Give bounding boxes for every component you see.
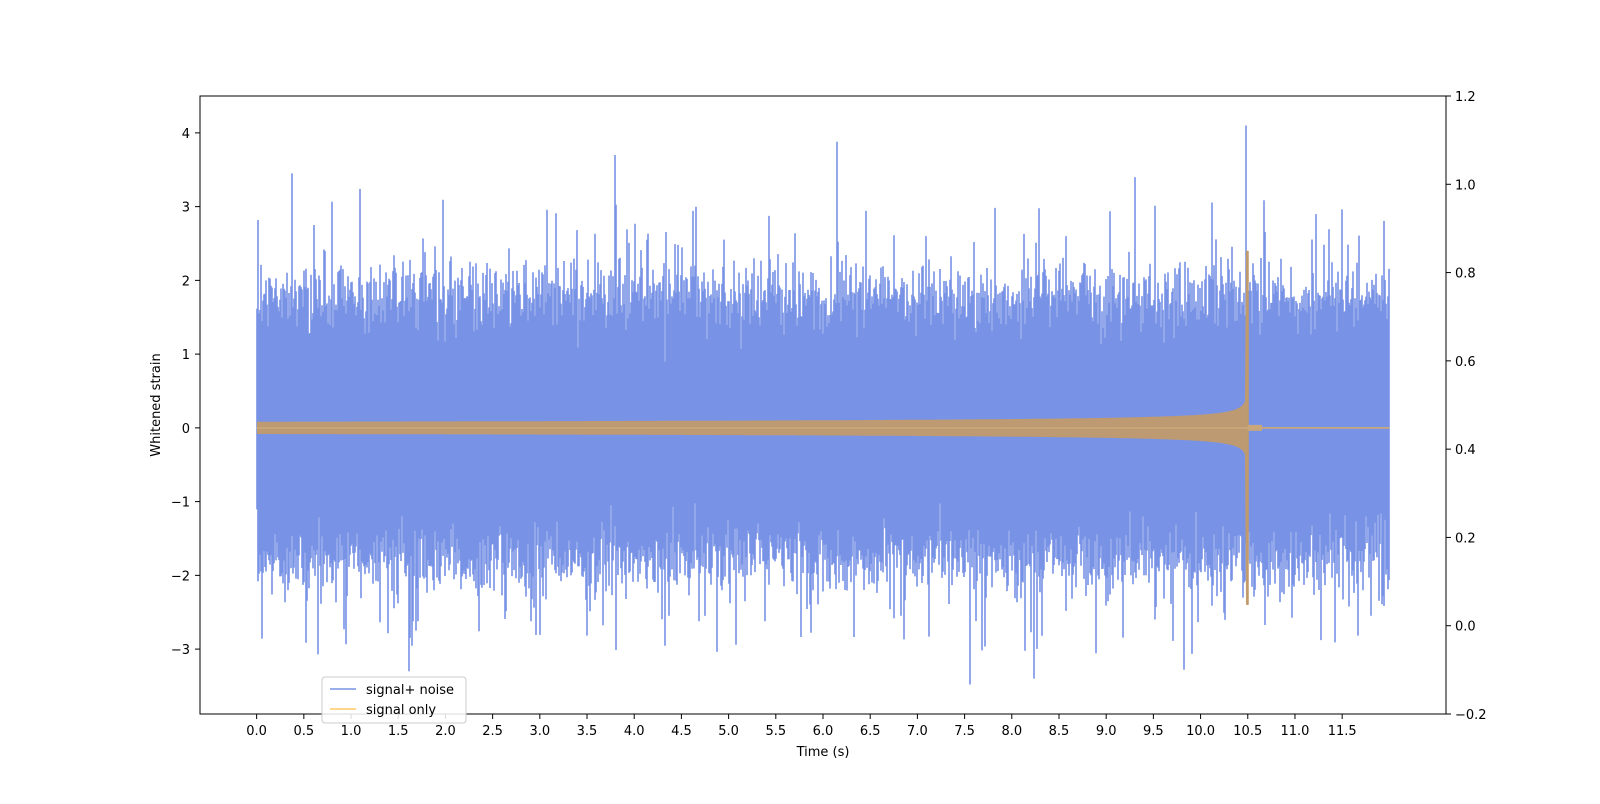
y-right-tick-label: 1.2 [1455, 90, 1476, 105]
x-tick-label: 9.0 [1096, 724, 1117, 739]
y-left-tick-label: −3 [171, 643, 190, 658]
y-right-tick-label: 0.6 [1455, 355, 1476, 370]
y-right-tick-label: 0.2 [1455, 531, 1476, 546]
signal-only-ringdown [1247, 424, 1262, 431]
x-tick-label: 1.5 [388, 724, 409, 739]
x-tick-label: 11.0 [1280, 724, 1309, 739]
x-tick-label: 11.5 [1328, 724, 1357, 739]
x-axis-label: Time (s) [796, 745, 850, 760]
x-tick-label: 1.0 [341, 724, 362, 739]
x-tick-label: 4.0 [624, 724, 645, 739]
legend-box [321, 676, 467, 724]
x-tick-label: 5.0 [718, 724, 739, 739]
x-tick-label: 8.0 [1001, 724, 1022, 739]
y-left-tick-label: 4 [182, 127, 190, 142]
y-right-tick-label: −0.2 [1455, 708, 1487, 723]
x-tick-label: 4.5 [671, 724, 692, 739]
y-right-tick-label: 1.0 [1455, 178, 1476, 193]
x-tick-label: 6.5 [860, 724, 881, 739]
x-tick-label: 8.5 [1049, 724, 1070, 739]
x-axis-ticks: 0.0 0.5 1.0 1.5 2.0 2.5 3.0 3.5 4.0 4.5 5.0 5.5 6.0 6… [246, 714, 1357, 739]
signal-only-series [256, 250, 1390, 605]
legend: signal+ noise signal only [321, 676, 467, 724]
x-tick-label: 2.0 [435, 724, 456, 739]
x-tick-label: 3.5 [577, 724, 598, 739]
y-left-tick-label: 1 [182, 348, 190, 363]
x-tick-label: 6.0 [813, 724, 834, 739]
x-tick-label: 9.5 [1143, 724, 1164, 739]
x-tick-label: 10.0 [1186, 724, 1215, 739]
x-tick-label: 10.5 [1233, 724, 1262, 739]
x-tick-label: 5.5 [765, 724, 786, 739]
y-left-tick-label: −1 [171, 496, 190, 511]
x-tick-label: 2.5 [482, 724, 503, 739]
legend-label-signal-noise: signal+ noise [366, 683, 454, 698]
y-axis-right-ticks: −0.2 0.0 0.2 0.4 0.6 0.8 1.0 1.2 [1446, 90, 1487, 723]
x-tick-label: 7.0 [907, 724, 928, 739]
y-axis-label: Whitened strain [149, 353, 164, 456]
x-tick-label: 3.0 [529, 724, 550, 739]
y-axis-left-ticks: −3 −2 −1 0 1 2 3 4 [171, 127, 200, 658]
x-tick-label: 0.5 [293, 724, 314, 739]
y-right-tick-label: 0.8 [1455, 267, 1476, 282]
x-tick-label: 7.5 [954, 724, 975, 739]
y-left-tick-label: −2 [171, 569, 190, 584]
y-left-tick-label: 3 [182, 201, 190, 216]
y-left-tick-label: 2 [182, 274, 190, 289]
x-tick-label: 0.0 [246, 724, 267, 739]
y-right-tick-label: 0.0 [1455, 620, 1476, 635]
y-left-tick-label: 0 [182, 422, 190, 437]
legend-label-signal-only: signal only [366, 703, 436, 718]
y-right-tick-label: 0.4 [1455, 443, 1476, 458]
